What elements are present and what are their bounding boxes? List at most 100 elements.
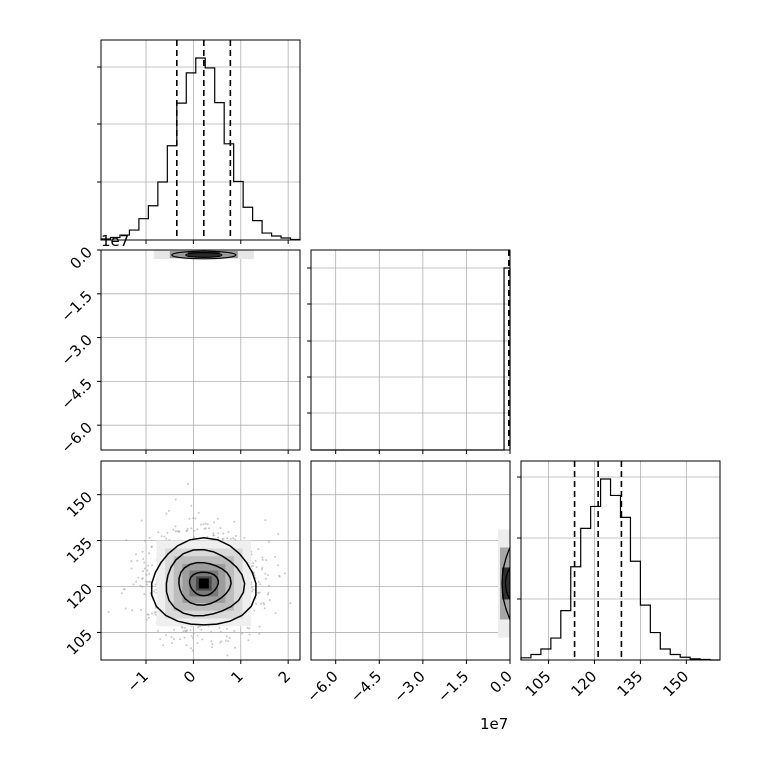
scatter-point xyxy=(252,588,254,591)
scatter-point xyxy=(190,504,193,507)
scatter-point xyxy=(204,527,207,530)
scatter-point xyxy=(277,564,280,567)
scatter-point xyxy=(155,613,157,616)
scatter-point xyxy=(252,564,255,567)
scatter-point xyxy=(233,629,236,632)
scatter-point xyxy=(197,626,200,629)
scatter-point xyxy=(263,603,266,606)
scatter-point xyxy=(220,640,223,643)
scatter-point xyxy=(219,527,222,530)
scatter-point xyxy=(131,609,134,612)
scatter-point xyxy=(200,523,203,526)
scatter-point xyxy=(284,572,286,575)
scatter-point xyxy=(259,602,262,605)
scatter-point xyxy=(184,626,186,629)
scatter-point xyxy=(234,538,237,541)
scatter-point xyxy=(229,537,232,540)
scatter-point xyxy=(219,630,222,633)
scatter-point xyxy=(259,583,262,586)
scatter-point xyxy=(150,612,153,615)
scatter-point xyxy=(265,559,268,562)
scatter-point xyxy=(142,558,145,560)
scatter-point xyxy=(202,523,205,526)
p1-y-offset-text: 1e7 xyxy=(101,232,129,250)
scatter-point xyxy=(257,580,260,583)
p1-y-tick-label: −3.0 xyxy=(58,331,96,369)
scatter-point xyxy=(154,611,157,614)
scatter-point xyxy=(132,583,135,586)
scatter-point xyxy=(141,570,144,573)
scatter-point xyxy=(224,639,227,642)
scatter-point xyxy=(141,550,144,553)
scatter-point xyxy=(210,630,213,633)
scatter-point xyxy=(204,522,207,525)
scatter-point xyxy=(191,649,194,652)
panel-frame xyxy=(100,249,301,451)
scatter-point xyxy=(196,528,199,531)
scatter-point xyxy=(165,537,168,540)
scatter-point xyxy=(137,576,140,579)
scatter-point xyxy=(143,567,146,570)
scatter-point xyxy=(201,638,204,641)
scatter-point xyxy=(157,630,159,632)
scatter-point xyxy=(211,646,214,649)
scatter-point xyxy=(168,509,170,512)
scatter-point xyxy=(264,519,267,522)
scatter-point xyxy=(243,536,246,539)
scatter-point xyxy=(258,625,261,628)
p2-x-tick-label: 105 xyxy=(522,667,555,700)
p1-histogram-line xyxy=(311,267,511,451)
scatter-point xyxy=(188,517,191,520)
panel-p0-p1-joint xyxy=(97,249,301,454)
scatter-point xyxy=(254,559,257,562)
scatter-point xyxy=(246,626,249,629)
scatter-point xyxy=(165,634,167,637)
density-contour-1 xyxy=(165,548,246,617)
density-contour-outer xyxy=(501,547,511,620)
scatter-point xyxy=(154,606,157,609)
scatter-point xyxy=(176,530,179,533)
p0-histogram-line xyxy=(100,57,301,241)
scatter-point xyxy=(185,644,188,647)
scatter-point xyxy=(268,540,270,543)
scatter-point xyxy=(140,519,143,522)
scatter-point xyxy=(179,638,182,641)
scatter-point xyxy=(159,638,162,640)
scatter-point xyxy=(274,612,277,615)
scatter-point xyxy=(139,584,142,587)
scatter-point xyxy=(190,527,193,530)
scatter-point xyxy=(173,638,175,640)
scatter-point xyxy=(157,531,160,534)
scatter-point xyxy=(146,569,149,572)
scatter-point xyxy=(268,599,271,601)
scatter-point xyxy=(145,580,148,583)
scatter-point xyxy=(146,580,149,583)
scatter-point xyxy=(140,608,143,611)
scatter-point xyxy=(124,607,127,610)
scatter-point xyxy=(289,602,292,605)
scatter-point xyxy=(130,560,133,563)
scatter-point xyxy=(258,632,261,635)
scatter-point xyxy=(145,573,148,576)
p1-x-tick-label: −1.5 xyxy=(434,667,472,705)
scatter-point xyxy=(258,591,261,594)
density-contour-inner xyxy=(185,252,223,259)
scatter-point xyxy=(211,643,214,645)
scatter-point xyxy=(172,528,175,531)
scatter-point xyxy=(151,564,154,567)
scatter-point xyxy=(227,531,230,534)
scatter-point xyxy=(267,574,269,577)
scatter-point xyxy=(173,628,176,631)
scatter-point xyxy=(252,562,254,565)
scatter-point xyxy=(186,629,189,632)
panel-p1-p2-joint xyxy=(310,460,511,664)
scatter-point xyxy=(208,527,211,530)
scatter-point xyxy=(278,574,281,577)
scatter-point xyxy=(190,634,193,637)
p1-x-tick-label: −6.0 xyxy=(303,667,341,705)
density-band-core xyxy=(187,252,220,257)
scatter-point xyxy=(261,558,264,561)
p0-x-tick-label: 0 xyxy=(180,667,199,686)
scatter-point xyxy=(185,530,188,533)
scatter-point xyxy=(160,535,163,538)
